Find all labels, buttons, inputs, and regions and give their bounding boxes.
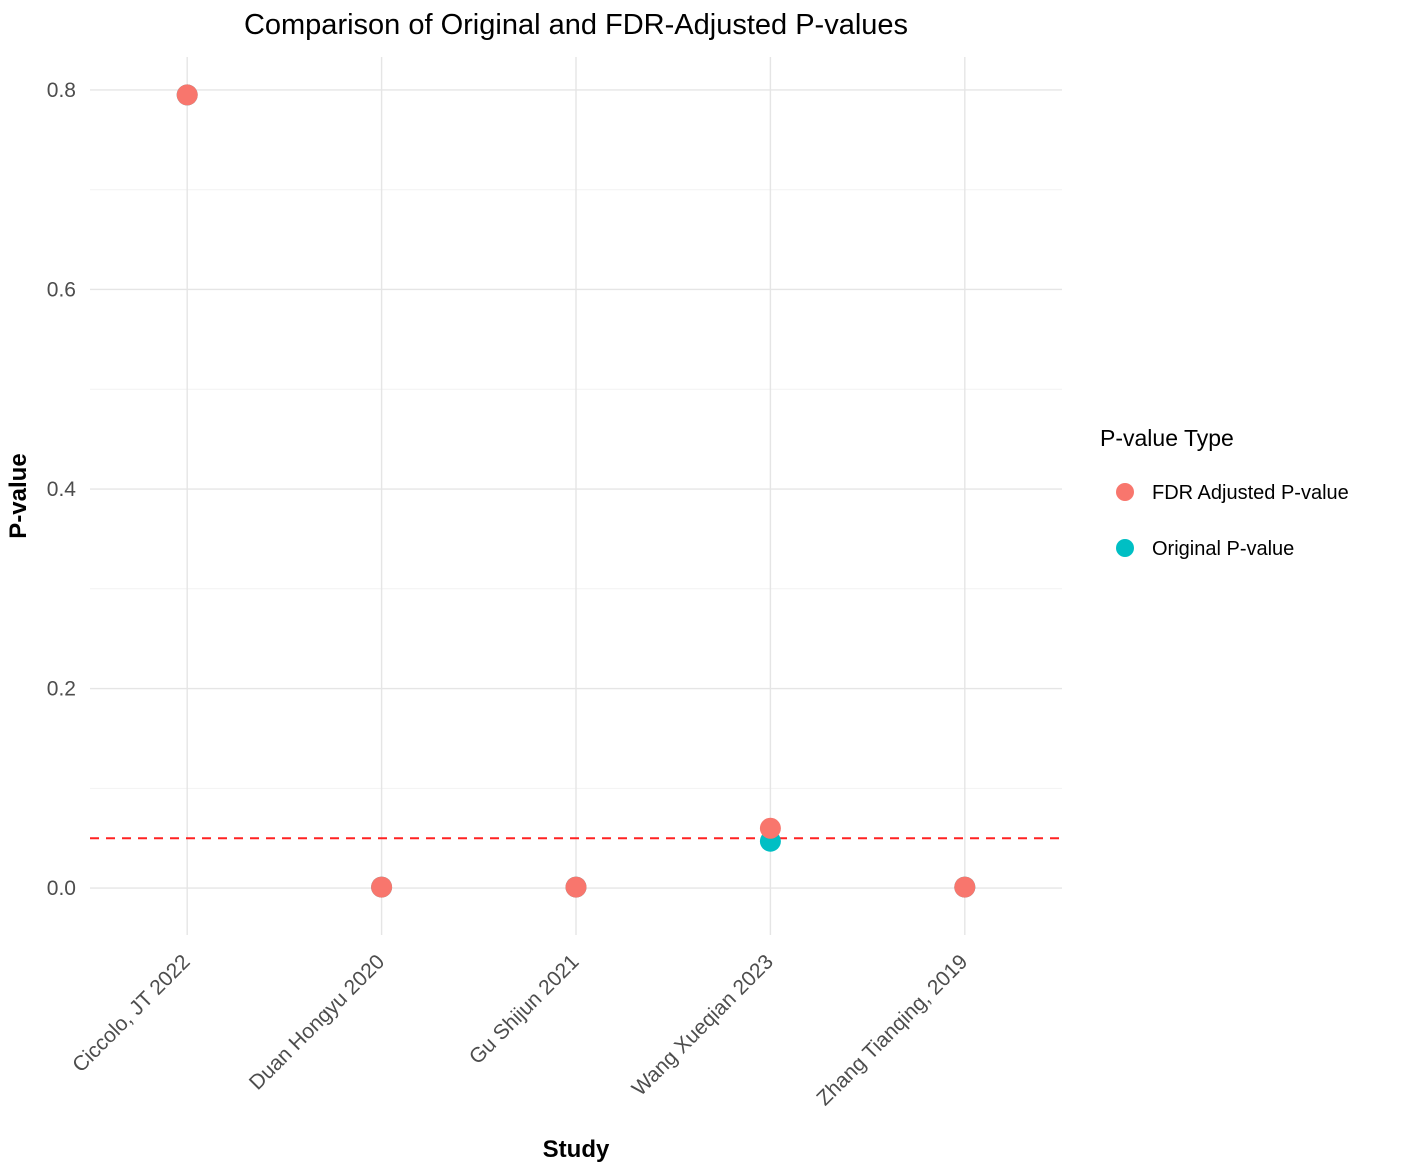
legend-label: Original P-value <box>1152 538 1294 560</box>
legend-swatch <box>1116 539 1134 557</box>
legend-title: P-value Type <box>1100 425 1234 451</box>
y-tick-label: 0.4 <box>47 478 77 501</box>
chart-title: Comparison of Original and FDR-Adjusted … <box>244 9 908 41</box>
x-tick-label: Wang Xueqian 2023 <box>628 950 778 1100</box>
y-axis-title: P-value <box>5 453 32 538</box>
data-point-fdr-adjusted <box>565 876 587 898</box>
data-point-fdr-adjusted <box>954 876 976 898</box>
data-point-fdr-adjusted <box>176 84 198 106</box>
data-point-fdr-adjusted <box>371 876 393 898</box>
y-tick-label: 0.2 <box>47 678 76 701</box>
x-tick-label: Duan Hongyu 2020 <box>245 950 389 1094</box>
data-point-fdr-adjusted <box>759 817 781 839</box>
x-tick-label: Ciccolo, JT 2022 <box>68 950 195 1077</box>
y-tick-label: 0.8 <box>47 79 76 102</box>
x-tick-label: Zhang Tianqing, 2019 <box>812 950 972 1110</box>
legend-swatch <box>1116 483 1134 501</box>
y-tick-label: 0.0 <box>47 877 76 900</box>
x-tick-label: Gu Shijun 2021 <box>465 950 584 1069</box>
y-tick-label: 0.6 <box>47 278 76 301</box>
x-axis-title: Study <box>543 1136 610 1163</box>
legend-label: FDR Adjusted P-value <box>1152 482 1349 504</box>
